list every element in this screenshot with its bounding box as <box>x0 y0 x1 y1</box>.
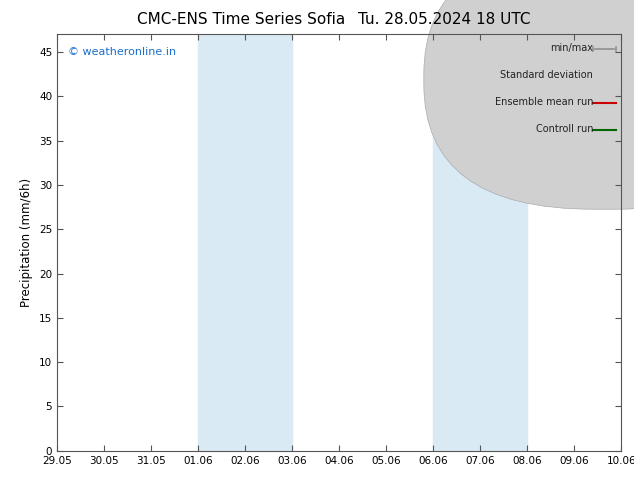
Text: min/max: min/max <box>550 43 593 52</box>
Bar <box>198 34 292 451</box>
FancyBboxPatch shape <box>424 0 634 209</box>
Text: © weatheronline.in: © weatheronline.in <box>68 47 176 57</box>
Text: Ensemble mean run: Ensemble mean run <box>495 97 593 107</box>
Text: Standard deviation: Standard deviation <box>500 70 593 80</box>
Text: Tu. 28.05.2024 18 UTC: Tu. 28.05.2024 18 UTC <box>358 12 530 27</box>
Text: CMC-ENS Time Series Sofia: CMC-ENS Time Series Sofia <box>137 12 345 27</box>
Text: Controll run: Controll run <box>536 124 593 134</box>
Bar <box>433 34 527 451</box>
Y-axis label: Precipitation (mm/6h): Precipitation (mm/6h) <box>20 178 34 307</box>
